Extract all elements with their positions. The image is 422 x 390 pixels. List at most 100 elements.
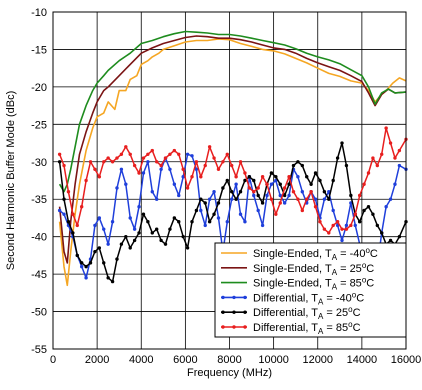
data-point: [146, 152, 150, 156]
data-point: [75, 223, 79, 228]
data-point: [296, 197, 300, 201]
data-point: [66, 190, 71, 194]
data-point: [278, 182, 282, 186]
data-point: [203, 163, 207, 168]
data-point: [216, 216, 221, 220]
legend-label: Single-Ended, TA = 85oC: [253, 276, 374, 292]
x-tick-label: 14000: [347, 354, 378, 366]
legend-item: Single-Ended, TA = 85oC: [221, 276, 374, 292]
data-point: [212, 156, 216, 160]
data-point: [282, 186, 287, 190]
data-point: [119, 242, 124, 246]
data-point: [154, 227, 159, 231]
x-tick-label: 0: [50, 354, 56, 366]
data-point: [168, 227, 172, 231]
data-point: [207, 145, 212, 149]
data-point: [159, 167, 163, 171]
data-point: [194, 167, 199, 171]
data-point: [124, 234, 128, 239]
data-point: [57, 152, 62, 156]
data-point: [128, 152, 132, 156]
data-point: [238, 160, 243, 164]
data-point: [207, 219, 212, 224]
data-point: [393, 156, 397, 160]
data-point: [313, 197, 318, 201]
data-point: [318, 219, 322, 224]
y-tick-label: -40: [31, 232, 47, 244]
data-point: [137, 205, 141, 209]
tick-labels: 0 2000 4000 6000 8000 10000 12000 14000 16000 -10…: [31, 7, 421, 366]
data-point: [128, 216, 132, 220]
data-point: [190, 219, 194, 224]
data-point: [296, 160, 300, 164]
data-point: [203, 223, 207, 228]
data-point: [269, 182, 274, 186]
data-point: [366, 205, 371, 209]
data-point: [344, 227, 349, 231]
y-tick-label: -50: [31, 307, 47, 319]
data-point: [124, 182, 128, 186]
data-point: [260, 223, 265, 228]
data-point: [340, 141, 344, 145]
data-point: [102, 261, 106, 265]
data-point: [371, 212, 375, 216]
data-point: [287, 182, 291, 186]
data-point: [212, 212, 216, 216]
data-point: [79, 264, 84, 269]
data-point: [57, 160, 62, 164]
data-point: [388, 141, 393, 145]
data-point: [199, 197, 203, 201]
data-point: [318, 178, 322, 183]
data-point: [265, 193, 269, 198]
data-point: [349, 193, 353, 198]
legend-item: Differential, TA = -40oC: [221, 290, 364, 306]
y-tick-label: -30: [31, 157, 47, 169]
data-point: [150, 148, 154, 153]
data-point: [252, 190, 256, 194]
data-point: [327, 197, 331, 201]
legend-marker: [221, 310, 225, 314]
data-point: [371, 156, 375, 160]
data-point: [366, 171, 371, 175]
data-point: [106, 242, 110, 246]
y-tick-label: -25: [31, 119, 47, 131]
data-point: [375, 223, 380, 228]
data-point: [115, 186, 119, 190]
x-tick-label: 10000: [258, 354, 289, 366]
data-point: [375, 163, 380, 168]
data-point: [172, 182, 177, 186]
data-point: [238, 190, 243, 194]
data-point: [322, 190, 327, 194]
data-point: [119, 152, 124, 156]
y-axis-title: Second Harmonic Buffer Mode (dBc): [5, 91, 17, 271]
data-point: [313, 205, 318, 209]
data-point: [190, 154, 194, 158]
series-2: [58, 35, 407, 264]
data-point: [102, 227, 106, 231]
data-point: [274, 175, 278, 179]
legend-marker: [221, 295, 225, 300]
data-point: [79, 205, 84, 209]
data-point: [110, 279, 115, 284]
data-point: [216, 167, 221, 171]
y-tick-label: -55: [31, 344, 47, 356]
data-point: [119, 167, 124, 171]
legend-label: Differential, TA = 85oC: [253, 320, 361, 336]
x-tick-label: 16000: [391, 354, 422, 366]
data-point: [331, 223, 335, 228]
x-axis-title: Frequency (MHz): [187, 367, 272, 379]
data-point: [115, 257, 119, 261]
data-point: [168, 152, 172, 156]
data-point: [185, 152, 190, 156]
data-point: [181, 167, 185, 171]
data-point: [260, 201, 265, 205]
data-point: [269, 171, 274, 175]
data-point: [221, 160, 225, 164]
data-point: [132, 163, 137, 168]
data-point: [397, 234, 402, 239]
data-point: [243, 178, 247, 183]
data-point: [327, 231, 331, 235]
data-point: [252, 178, 256, 183]
data-point: [349, 223, 353, 228]
